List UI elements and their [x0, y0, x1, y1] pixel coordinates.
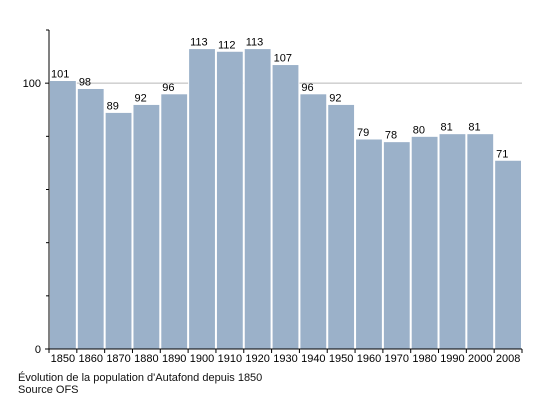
x-tick-label-1870: 1870 [106, 353, 130, 365]
x-tick-label-2000: 2000 [468, 353, 492, 365]
x-tick-label-1970: 1970 [385, 353, 409, 365]
bar-1950 [327, 103, 356, 350]
bar-1890 [160, 93, 189, 350]
bar-1910 [215, 50, 244, 350]
bar-1970 [382, 141, 411, 350]
data-label-1950: 92 [329, 92, 341, 104]
x-tick-label-2008: 2008 [496, 353, 520, 365]
bar-1900 [188, 48, 216, 350]
y-tick-label-0: 0 [35, 344, 41, 356]
bar-2000 [466, 133, 495, 350]
data-label-1910: 112 [218, 39, 236, 51]
labels: 101 1850 98 1860 89 1870 92 1880 96 1890 113 1900 11… [23, 37, 521, 365]
data-label-1990: 81 [441, 122, 453, 134]
data-label-1930: 107 [274, 53, 292, 65]
x-tick-label-1850: 1850 [51, 353, 75, 365]
bar-1930 [271, 64, 300, 350]
data-label-1900: 113 [190, 37, 208, 49]
x-tick-label-1880: 1880 [134, 353, 158, 365]
bar-1980 [410, 135, 439, 350]
x-tick-label-1980: 1980 [412, 353, 436, 365]
data-label-1890: 96 [162, 82, 174, 94]
x-tick-label-1920: 1920 [245, 353, 269, 365]
chart-caption: Évolution de la population d'Autafond de… [18, 372, 263, 384]
chart-source: Source OFS [18, 384, 79, 396]
bar-2008 [494, 159, 523, 350]
x-tick-label-1940: 1940 [301, 353, 325, 365]
data-label-1920: 113 [246, 37, 264, 49]
bar-1960 [355, 138, 383, 350]
data-label-2008: 71 [496, 148, 508, 160]
data-label-2000: 81 [468, 122, 480, 134]
x-tick-label-1960: 1960 [357, 353, 381, 365]
bar-1850 [49, 80, 77, 350]
data-label-1850: 101 [51, 69, 69, 81]
x-tick-label-1950: 1950 [329, 353, 353, 365]
x-tick-label-1910: 1910 [218, 353, 242, 365]
x-tick-label-1900: 1900 [190, 353, 214, 365]
x-tick-label-1930: 1930 [273, 353, 297, 365]
bar-1870 [104, 111, 133, 350]
bar-1940 [299, 93, 328, 350]
bar-1990 [438, 133, 467, 350]
data-label-1960: 79 [357, 127, 369, 139]
bars [49, 48, 523, 350]
x-tick-label-1990: 1990 [440, 353, 464, 365]
axis-ticks [45, 29, 523, 353]
data-label-1860: 98 [79, 76, 91, 88]
x-tick-label-1890: 1890 [162, 353, 186, 365]
bar-1880 [132, 103, 161, 350]
data-label-1980: 80 [413, 124, 425, 136]
bar-1920 [243, 48, 272, 350]
data-label-1880: 92 [134, 92, 146, 104]
x-tick-label-1860: 1860 [78, 353, 102, 365]
data-label-1970: 78 [385, 130, 397, 142]
bar-1860 [76, 87, 105, 350]
data-label-1870: 89 [107, 100, 119, 112]
y-tick-label-100: 100 [23, 78, 41, 90]
data-label-1940: 96 [301, 82, 313, 94]
